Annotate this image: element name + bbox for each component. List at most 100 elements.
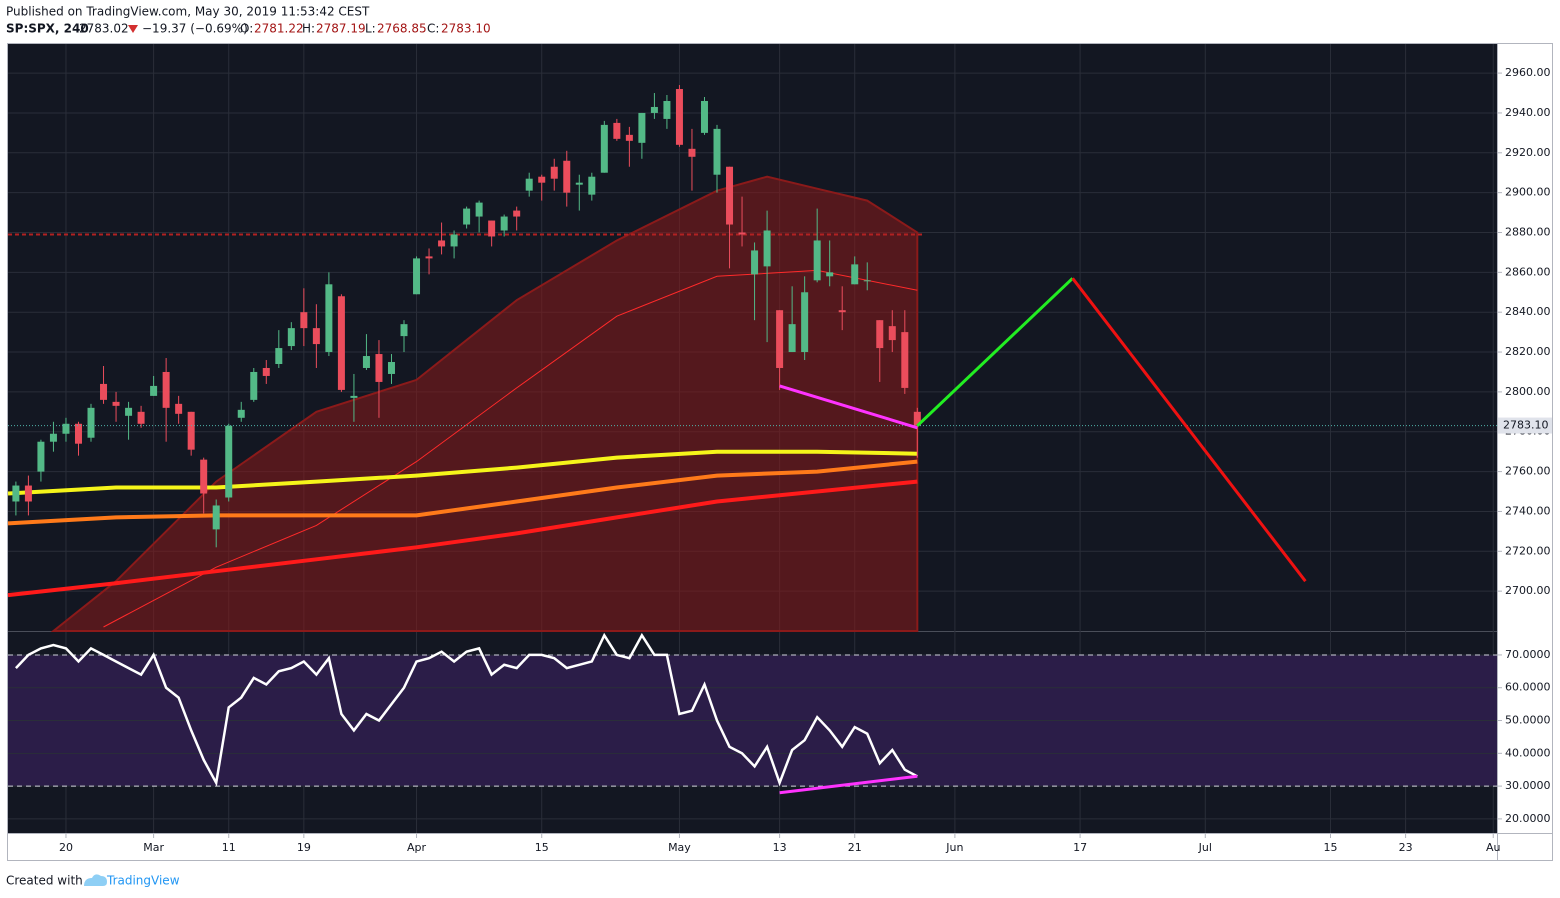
- candle-body: [575, 182, 583, 185]
- candle-body: [300, 312, 308, 329]
- moving-average: [7, 449, 918, 496]
- price: 2783.02: [79, 22, 129, 36]
- logo: [84, 874, 107, 886]
- x-tick-label: 11: [222, 841, 236, 854]
- candle-body: [876, 320, 884, 349]
- y-tick-label: 2740.00: [1505, 504, 1551, 517]
- candle-body: [700, 100, 708, 133]
- y-tick-label: 2900.00: [1505, 186, 1551, 199]
- x-tick-label: 17: [1073, 841, 1087, 854]
- candle-body: [450, 234, 458, 247]
- ohlc-label: C:: [427, 22, 439, 36]
- change: −19.37 (−0.69%): [142, 22, 248, 36]
- candle-body: [112, 401, 120, 406]
- x-tick-label: 19: [297, 841, 311, 854]
- candle-body: [387, 362, 395, 374]
- moving-average: [7, 479, 918, 598]
- y-tick-label: 2940.00: [1505, 106, 1551, 119]
- candle-body: [763, 230, 771, 267]
- trend-line: [779, 384, 918, 430]
- candle-body: [513, 210, 521, 217]
- candle-body: [362, 356, 370, 368]
- candle-body: [863, 280, 871, 282]
- trend-line: [1071, 277, 1307, 583]
- candle-body: [826, 272, 834, 277]
- candle-body: [613, 122, 621, 139]
- x-tick-label: 20: [59, 841, 73, 854]
- moving-average: [7, 459, 918, 526]
- published: Published on TradingView.com, May 30, 20…: [6, 5, 370, 19]
- candle-body: [438, 240, 446, 247]
- candle-body: [337, 296, 345, 390]
- candle-body: [400, 324, 408, 337]
- candle-body: [312, 328, 320, 345]
- candle-body: [425, 256, 433, 259]
- trend-line: [916, 277, 1074, 427]
- x-tick-label: Jun: [945, 841, 963, 854]
- candle-body: [638, 112, 646, 143]
- candle-body: [62, 423, 70, 434]
- candle-body: [663, 100, 671, 119]
- brand: TradingView: [106, 874, 180, 888]
- candle-body: [175, 403, 183, 414]
- ohlc-label: O:: [240, 22, 253, 36]
- price-label-box: [1498, 417, 1552, 434]
- candle-body: [675, 89, 683, 145]
- x-tick-label: 15: [535, 841, 549, 854]
- y-tick-label: 60.0000: [1505, 681, 1551, 694]
- y-tick-label: 2840.00: [1505, 305, 1551, 318]
- x-tick-label: 15: [1323, 841, 1337, 854]
- candle-body: [500, 216, 508, 231]
- candle-body: [212, 505, 220, 530]
- candle-body: [625, 134, 633, 141]
- x-tick-label: Apr: [407, 841, 427, 854]
- x-tick-label: Jul: [1198, 841, 1212, 854]
- y-tick-label: 2860.00: [1505, 265, 1551, 278]
- ohlc-label: L:: [365, 22, 376, 36]
- candle-body: [350, 395, 358, 398]
- candle-body: [751, 250, 759, 275]
- candle-body: [713, 128, 721, 175]
- y-tick-label: 2880.00: [1505, 225, 1551, 238]
- x-tick-label: 21: [848, 841, 862, 854]
- symbol: SP:SPX, 240: [6, 22, 89, 36]
- candle-body: [688, 148, 696, 157]
- y-tick-label: 2820.00: [1505, 345, 1551, 358]
- candle-body: [563, 160, 571, 193]
- candle-body: [150, 385, 158, 396]
- candle-body: [37, 441, 45, 472]
- candle-body: [162, 371, 170, 408]
- candle-body: [588, 176, 596, 195]
- candle-body: [375, 354, 383, 382]
- candle-body: [87, 407, 95, 438]
- candle-body: [275, 348, 283, 365]
- x-tick-label: Au: [1486, 841, 1501, 854]
- candle-body: [851, 264, 859, 285]
- candle-body: [237, 409, 245, 418]
- candle-body: [287, 328, 295, 347]
- x-tick-label: 13: [773, 841, 787, 854]
- candle-body: [738, 232, 746, 235]
- footer-text: Created with: [6, 874, 83, 888]
- candle-body: [888, 326, 896, 341]
- candle-body: [475, 202, 483, 217]
- y-tick-label: 70.0000: [1505, 648, 1551, 661]
- candle-body: [726, 166, 734, 225]
- candle-body: [24, 485, 32, 502]
- candle-body: [650, 106, 658, 113]
- candle-body: [100, 383, 108, 400]
- candle-body: [838, 310, 846, 313]
- y-tick-label: 20.0000: [1505, 812, 1551, 825]
- candle-body: [463, 208, 471, 225]
- y-tick-label: 2720.00: [1505, 544, 1551, 557]
- y-tick-label: 2760.00: [1505, 465, 1551, 478]
- candle-body: [262, 367, 270, 376]
- ohlc-value: 2783.10: [441, 22, 491, 36]
- candle-body: [538, 176, 546, 183]
- y-tick-label: 50.0000: [1505, 714, 1551, 727]
- candle-body: [225, 425, 233, 498]
- y-tick-label: 2960.00: [1505, 66, 1551, 79]
- candle-body: [74, 423, 82, 444]
- ohlc-value: 2768.85: [377, 22, 427, 36]
